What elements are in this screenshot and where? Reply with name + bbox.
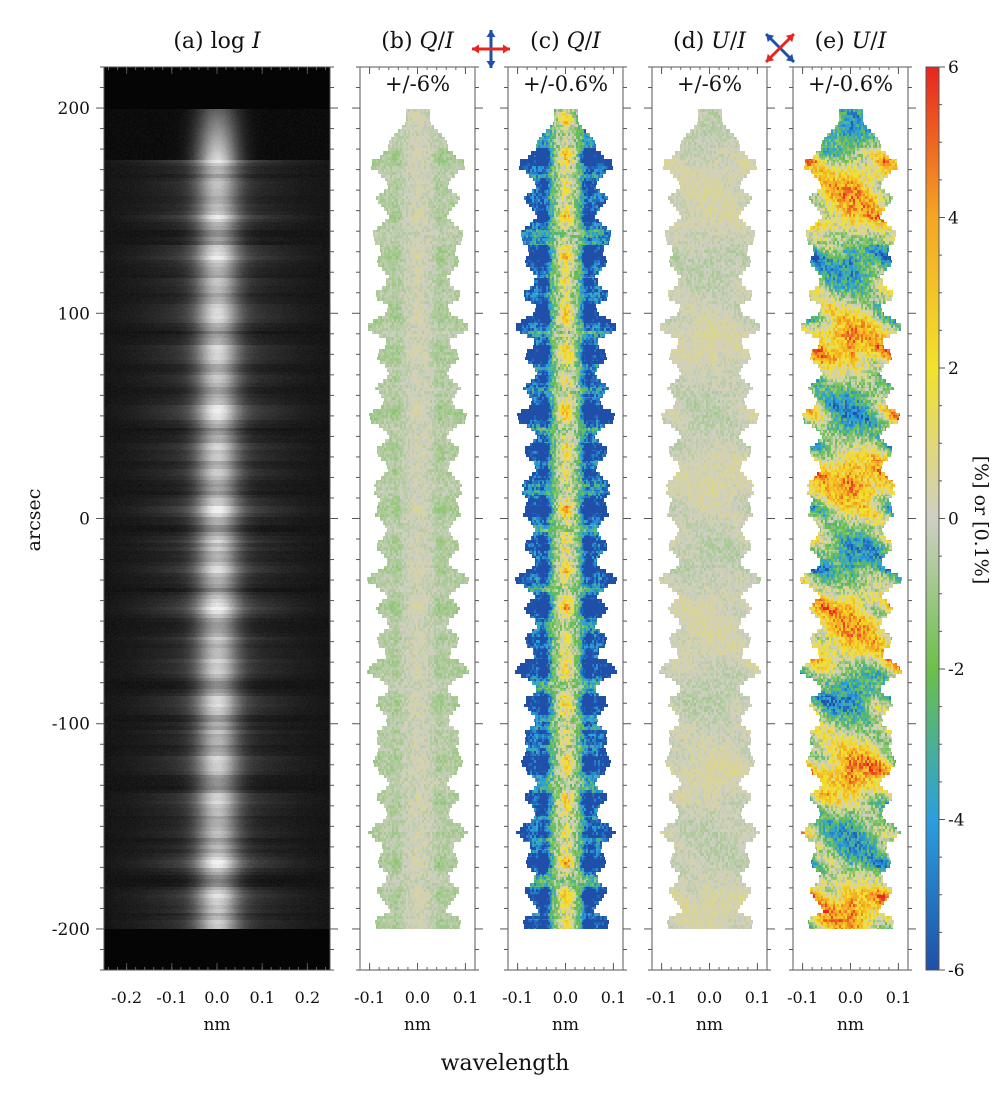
colorbar-tick-label: 0	[948, 510, 959, 530]
colorbar-tick-label: -2	[948, 660, 965, 680]
panel-title-prefix: (d)	[673, 29, 711, 54]
panel-c-image	[508, 67, 623, 970]
x-tick-label: 0.2	[295, 988, 320, 1007]
y-axis-tick-labels: 200 100 0 -100 -200	[52, 99, 90, 940]
panel-title-prefix: (e)	[815, 29, 852, 54]
panel-b-title: (b) Q/I	[381, 29, 455, 54]
horizontal-arrow	[472, 44, 510, 54]
colorbar-gradient	[925, 66, 940, 971]
panel-a-x-unit: nm	[203, 1015, 230, 1035]
x-tick-label: 0.1	[601, 988, 626, 1007]
panel-title-var: U	[852, 29, 872, 54]
x-tick-label: 0.0	[553, 988, 578, 1007]
y-tick-label: 0	[79, 510, 90, 530]
panel-d-scale-label: +/-6%	[677, 72, 742, 96]
y-tick-label: -100	[52, 715, 90, 735]
y-tick-label: 100	[58, 304, 90, 324]
panels: (a) log I-0.2 -0.1 0.0 0.1 0.2nm(b) Q/I+/-6%…	[96, 29, 916, 1035]
panel-b-scale-label: +/-6%	[385, 72, 450, 96]
panel-title-var2: I	[444, 29, 455, 54]
colorbar-tick-label: 2	[948, 359, 959, 379]
panel-e-title: (e) U/I	[815, 29, 888, 54]
x-tick-label: 0.1	[249, 988, 274, 1007]
colorbar-label: [%] or [0.1%]	[970, 456, 992, 585]
panel-title-slash: /	[585, 29, 593, 54]
panel-title-var: Q	[420, 29, 438, 54]
x-tick-label: 0.1	[745, 988, 770, 1007]
panel-d: (d) U/I +/-6% -0.1 0.0 0.1 nm	[644, 29, 775, 1035]
panel-d-image	[652, 67, 767, 970]
panel-b-image	[360, 67, 475, 970]
panel-title-var2: I	[877, 29, 888, 54]
panel-b-x-unit: nm	[404, 1015, 431, 1035]
panel-b: (b) Q/I +/-6% -0.1 0.0 0.1 nm	[352, 29, 483, 1035]
x-tick-label: -0.1	[502, 988, 533, 1007]
panel-c-title: (c) Q/I	[530, 29, 602, 54]
colorbar: 6 4 2 0 -2 -4 -6	[925, 58, 965, 981]
panel-title-slash: /	[870, 29, 878, 54]
colorbar-tick-label: 6	[948, 58, 959, 78]
u-polarization-arrows-icon	[764, 32, 796, 64]
y-tick-label: 200	[58, 99, 90, 119]
x-tick-label: -0.2	[111, 988, 142, 1007]
colorbar-tick-label: -4	[948, 811, 965, 831]
x-tick-label: -0.1	[646, 988, 677, 1007]
panel-e-x-unit: nm	[837, 1015, 864, 1035]
panel-a: (a) log I -0.2 -0.1 0.0 0.1 0.2 nm	[96, 29, 338, 1035]
x-tick-label: 0.1	[453, 988, 478, 1007]
x-tick-label: -0.1	[354, 988, 385, 1007]
colorbar-tick-label: 4	[948, 209, 959, 229]
panel-a-title: (a) log I	[173, 29, 262, 54]
q-polarization-arrows-icon	[472, 30, 510, 68]
panel-title-slash: /	[438, 29, 446, 54]
y-tick-label: -200	[52, 920, 90, 940]
panel-e-image	[793, 67, 908, 970]
panel-c-scale-label: +/-0.6%	[523, 72, 608, 96]
x-tick-label: 0.1	[886, 988, 911, 1007]
panel-title-prefix: (b)	[381, 29, 419, 54]
panel-a-image	[104, 67, 330, 970]
panel-e-scale-label: +/-0.6%	[808, 72, 893, 96]
x-axis-label: wavelength	[441, 1051, 570, 1076]
panel-title-var: Q	[567, 29, 585, 54]
panel-d-title: (d) U/I	[673, 29, 747, 54]
panel-e: (e) U/I +/-0.6% -0.1 0.0 0.1 nm	[785, 29, 916, 1035]
x-tick-label: -0.1	[787, 988, 818, 1007]
panel-c: (c) Q/I +/-0.6% -0.1 0.0 0.1 nm	[500, 29, 631, 1035]
panel-title-prefix: (c)	[530, 29, 566, 54]
panel-d-x-unit: nm	[696, 1015, 723, 1035]
panel-title-var2: I	[736, 29, 747, 54]
diagonal-arrow-red	[764, 32, 796, 64]
panel-title-var2: I	[591, 29, 602, 54]
panel-title-prefix: (a) log	[173, 29, 252, 54]
x-tick-label: 0.0	[697, 988, 722, 1007]
panel-c-x-unit: nm	[552, 1015, 579, 1035]
panel-title-slash: /	[730, 29, 738, 54]
x-tick-label: 0.0	[405, 988, 430, 1007]
panel-title-var: U	[711, 29, 731, 54]
y-axis-label: arcsec	[23, 489, 45, 552]
panel-title-var: I	[251, 29, 262, 54]
x-tick-label: 0.0	[204, 988, 229, 1007]
x-tick-label: 0.0	[838, 988, 863, 1007]
colorbar-tick-label: -6	[948, 961, 965, 981]
x-tick-label: -0.1	[156, 988, 187, 1007]
